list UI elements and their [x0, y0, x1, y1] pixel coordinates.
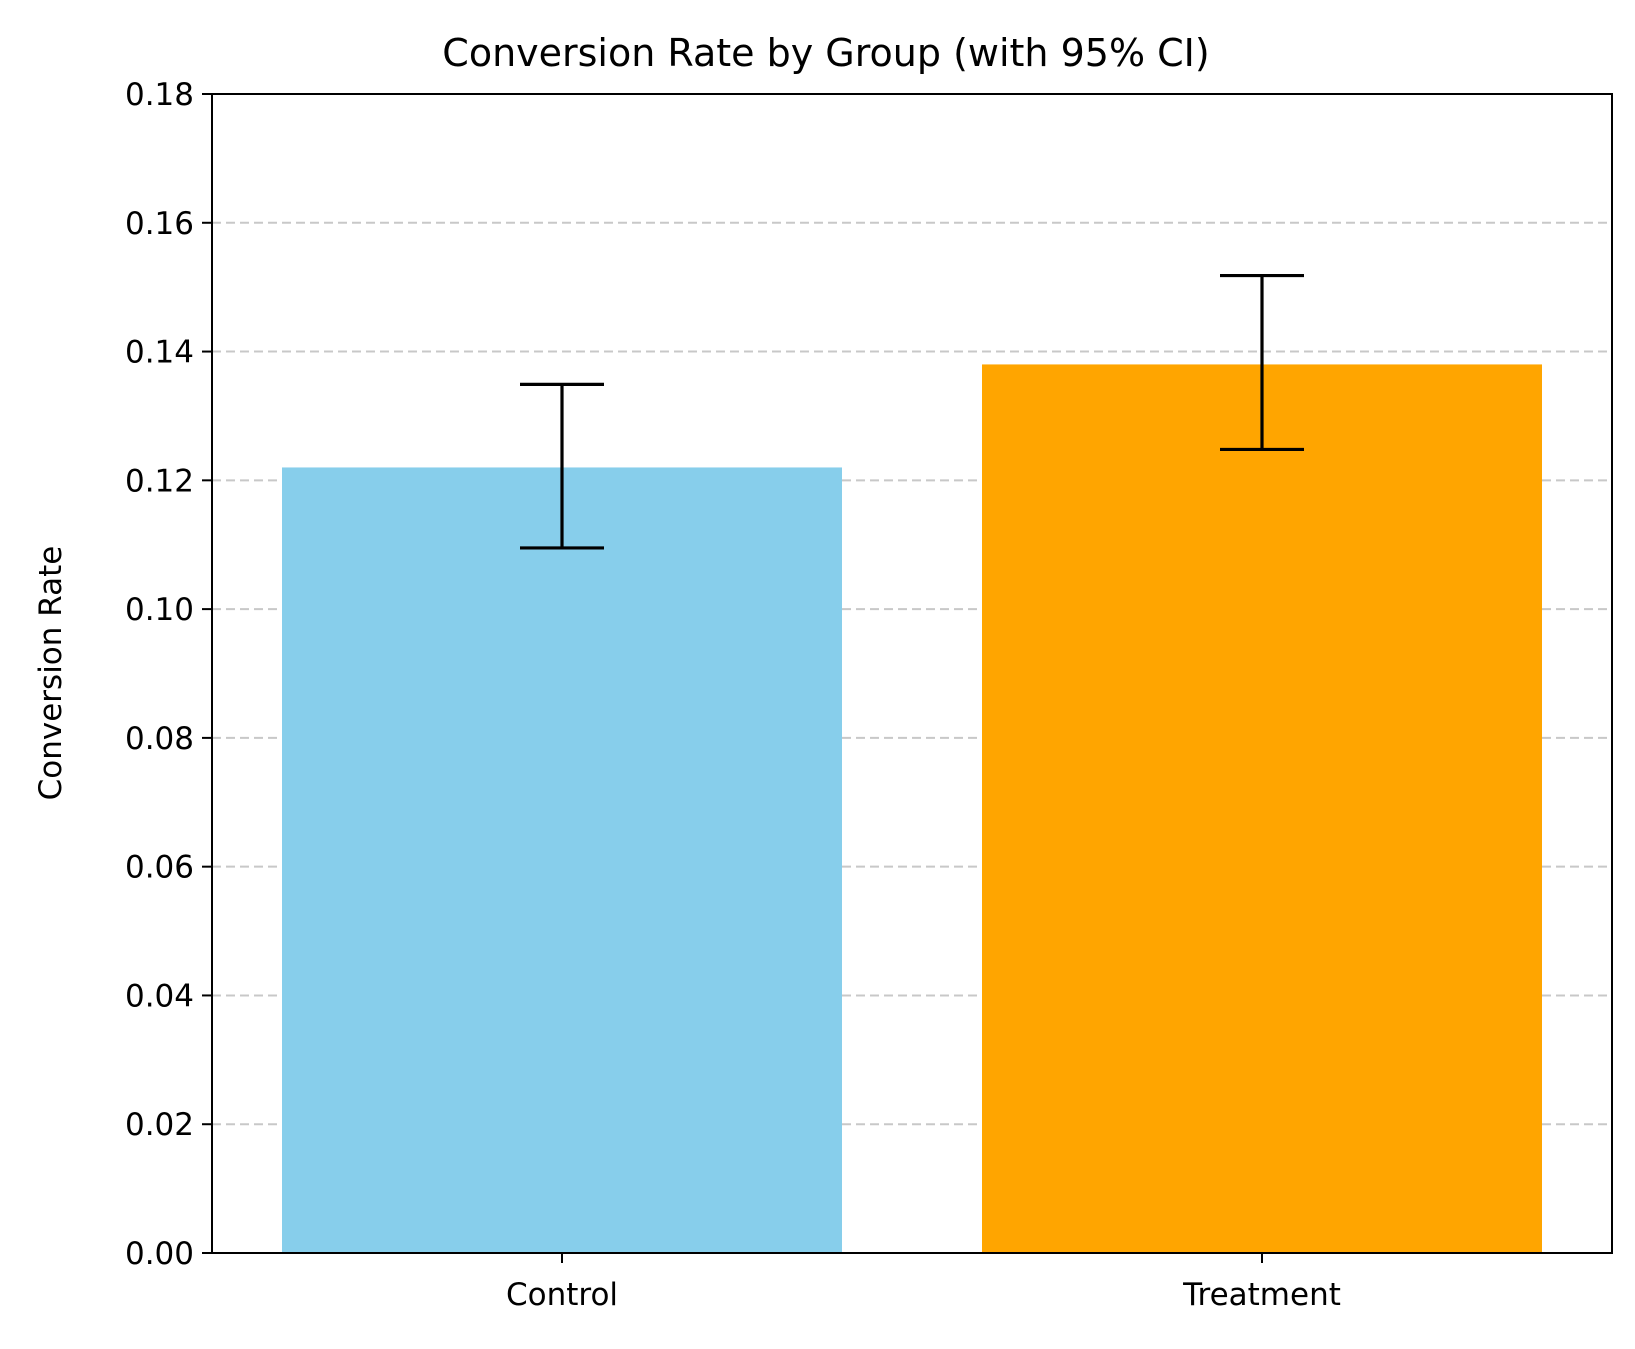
y-tick-label: 0.00 [125, 1236, 194, 1272]
chart-title: Conversion Rate by Group (with 95% CI) [442, 31, 1209, 75]
bars [282, 364, 1542, 1253]
y-tick-label: 0.06 [125, 850, 194, 886]
y-tick-label: 0.02 [125, 1107, 194, 1143]
y-axis: 0.00 0.02 0.04 0.06 0.08 0.10 0.12 0.14 0.16 0.18 [125, 77, 212, 1272]
error-bar-treatment [1220, 273, 1304, 452]
x-tick-label: Control [506, 1277, 618, 1313]
error-bars [520, 273, 1304, 550]
x-axis: Control Treatment [506, 1253, 1341, 1313]
y-tick-label: 0.04 [125, 978, 194, 1014]
bar-control [282, 467, 842, 1253]
y-tick-label: 0.12 [125, 463, 194, 499]
plot-frame [211, 93, 1613, 1254]
error-bar-control [520, 382, 604, 550]
y-tick-label: 0.14 [125, 335, 194, 371]
x-tick-label: Treatment [1182, 1277, 1341, 1313]
y-tick-label: 0.08 [125, 721, 194, 757]
y-axis-label: Conversion Rate [33, 546, 69, 801]
y-tick-label: 0.18 [125, 77, 194, 113]
y-tick-label: 0.10 [125, 592, 194, 628]
bar-treatment [982, 364, 1542, 1253]
y-tick-label: 0.16 [125, 206, 194, 242]
